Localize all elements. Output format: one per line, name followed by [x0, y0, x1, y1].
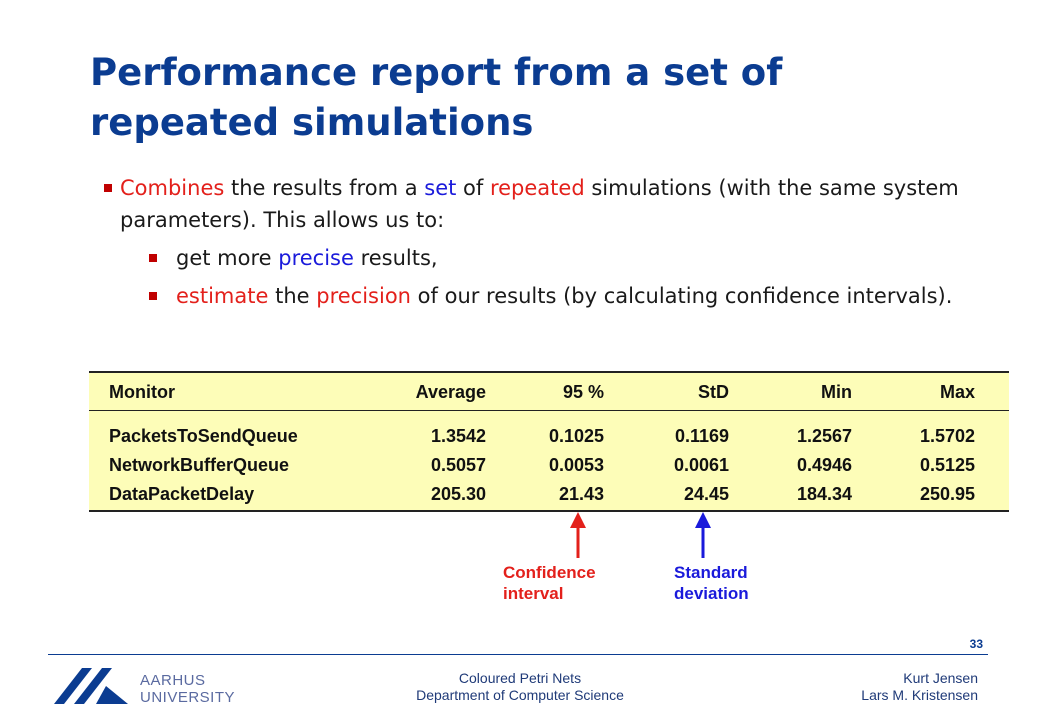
- bullet-text: of: [456, 176, 490, 200]
- bullet-marker: [104, 184, 112, 192]
- highlight-estimate: estimate: [176, 284, 269, 308]
- header-average: Average: [415, 382, 486, 402]
- header-95-percent: 95 %: [562, 382, 604, 402]
- bullet-precise: get more precise results,: [100, 242, 1000, 274]
- table-row: NetworkBufferQueue 0.5057 0.0053 0.0061 …: [89, 455, 1009, 477]
- footer-course-info: Coloured Petri Nets Department of Comput…: [320, 670, 720, 704]
- bullet-list: Combines the results from a set of repea…: [100, 172, 1000, 312]
- cell-max: 0.5125: [919, 455, 975, 475]
- cell-min: 184.34: [796, 484, 852, 504]
- cell-min: 1.2567: [796, 426, 852, 446]
- bullet-text: the: [268, 284, 317, 308]
- sd-label-line1: Standard: [674, 563, 748, 582]
- university-name: AARHUS UNIVERSITY: [140, 672, 235, 706]
- bullet-text: of our results (by calculating confidenc…: [411, 284, 953, 308]
- bullet-marker: [149, 292, 157, 300]
- bullet-text: the results from a: [224, 176, 425, 200]
- page-number: 33: [969, 637, 983, 651]
- cell-95-percent: 0.0053: [548, 455, 604, 475]
- cell-average: 0.5057: [430, 455, 486, 475]
- header-monitor: Monitor: [109, 382, 175, 402]
- cell-95-percent: 0.1025: [548, 426, 604, 446]
- cell-monitor: PacketsToSendQueue: [109, 426, 298, 446]
- bullet-text: results,: [353, 246, 438, 270]
- title-line-1: Performance report from a set of: [90, 51, 783, 94]
- cell-min: 0.4946: [796, 455, 852, 475]
- highlight-precision: precision: [316, 284, 411, 308]
- cell-max: 1.5702: [919, 426, 975, 446]
- cell-std: 0.0061: [673, 455, 729, 475]
- bullet-marker: [149, 254, 157, 262]
- header-std: StD: [698, 382, 729, 402]
- table-row: DataPacketDelay 205.30 21.43 24.45 184.3…: [89, 484, 1009, 506]
- author-name: Kurt Jensen: [903, 670, 978, 686]
- bullet-combines: Combines the results from a set of repea…: [100, 172, 1000, 236]
- highlight-repeated: repeated: [489, 176, 585, 200]
- university-line1: AARHUS: [140, 672, 206, 689]
- cell-average: 205.30: [430, 484, 486, 504]
- highlight-combines: Combines: [120, 176, 225, 200]
- confidence-interval-label: Confidence interval: [503, 562, 596, 604]
- cell-std: 0.1169: [674, 426, 729, 446]
- header-max: Max: [939, 382, 975, 402]
- sd-label-line2: deviation: [674, 584, 749, 603]
- ci-label-line2: interval: [503, 584, 564, 603]
- bullet-text: simulations (with the same system parame…: [120, 176, 959, 232]
- author-name: Lars M. Kristensen: [861, 687, 978, 703]
- cell-95-percent: 21.43: [558, 484, 604, 504]
- cell-monitor: NetworkBufferQueue: [109, 455, 290, 475]
- bullet-estimate: estimate the precision of our results (b…: [100, 280, 1000, 312]
- bullet-text: get more: [176, 246, 279, 270]
- highlight-precise: precise: [278, 246, 354, 270]
- ci-label-line1: Confidence: [503, 563, 596, 582]
- university-line2: UNIVERSITY: [140, 689, 236, 706]
- confidence-arrow-icon: [570, 512, 586, 558]
- header-min: Min: [821, 382, 852, 402]
- aarhus-university-logo-icon: [54, 668, 128, 704]
- cell-std: 24.45: [683, 484, 729, 504]
- performance-table: Monitor Average 95 % StD Min Max Packets…: [89, 371, 1009, 512]
- table-row: PacketsToSendQueue 1.3542 0.1025 0.1169 …: [89, 426, 1009, 448]
- footer-authors: Kurt Jensen Lars M. Kristensen: [861, 670, 978, 704]
- cell-monitor: DataPacketDelay: [109, 484, 255, 504]
- title-line-2: repeated simulations: [90, 101, 534, 144]
- cell-average: 1.3542: [430, 426, 486, 446]
- course-name: Coloured Petri Nets: [458, 670, 582, 686]
- std-arrow-icon: [695, 512, 711, 558]
- standard-deviation-label: Standard deviation: [674, 562, 749, 604]
- highlight-set: set: [424, 176, 457, 200]
- slide-title: Performance report from a set of repeate…: [90, 48, 1010, 148]
- department-name: Department of Computer Science: [416, 687, 624, 703]
- table-header: Monitor Average 95 % StD Min Max: [89, 373, 1009, 411]
- cell-max: 250.95: [919, 484, 975, 504]
- footer-divider: [48, 654, 988, 655]
